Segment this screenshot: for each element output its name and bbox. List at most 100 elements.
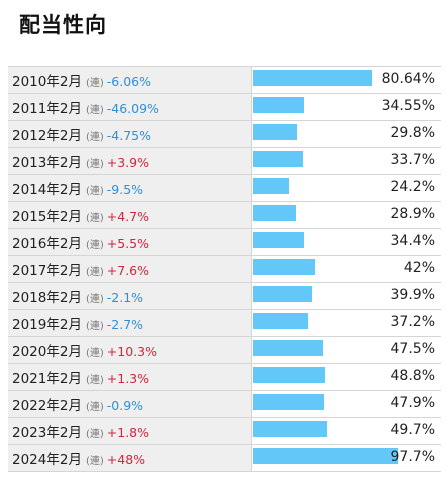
change-percent: -2.7%: [106, 317, 144, 332]
row-label: 2011年2月 (連) -46.09%: [8, 93, 252, 121]
table-row: 2010年2月 (連) -6.06% 80.64%: [8, 66, 441, 94]
value-label: 29.8%: [390, 125, 435, 141]
table-row: 2018年2月 (連) -2.1% 39.9%: [8, 282, 441, 310]
payout-bar: [252, 205, 296, 221]
payout-bar: [252, 70, 372, 86]
bar-cell: 33.7%: [251, 147, 441, 175]
period-label: 2023年2月: [12, 425, 82, 441]
value-label: 97.7%: [390, 449, 435, 465]
consolidated-tag: (連): [85, 186, 104, 197]
payout-bar: [252, 151, 303, 167]
change-percent: +10.3%: [106, 344, 157, 359]
row-label: 2016年2月 (連) +5.5%: [8, 228, 252, 256]
bar-cell: 49.7%: [251, 417, 441, 445]
row-label: 2018年2月 (連) -2.1%: [8, 282, 252, 310]
value-label: 48.8%: [390, 368, 435, 384]
value-label: 49.7%: [390, 422, 435, 438]
row-label: 2010年2月 (連) -6.06%: [8, 66, 252, 94]
period-label: 2012年2月: [12, 128, 82, 144]
change-percent: +3.9%: [106, 155, 149, 170]
consolidated-tag: (連): [85, 321, 104, 332]
period-label: 2017年2月: [12, 263, 82, 279]
consolidated-tag: (連): [85, 240, 104, 251]
period-label: 2015年2月: [12, 209, 82, 225]
bar-cell: 34.4%: [251, 228, 441, 256]
value-label: 33.7%: [390, 152, 435, 168]
bar-cell: 37.2%: [251, 309, 441, 337]
period-label: 2021年2月: [12, 371, 82, 387]
payout-bar: [252, 97, 304, 113]
consolidated-tag: (連): [85, 348, 104, 359]
value-label: 24.2%: [390, 179, 435, 195]
value-label: 47.9%: [390, 395, 435, 411]
table-row: 2014年2月 (連) -9.5% 24.2%: [8, 174, 441, 202]
payout-bar: [252, 313, 308, 329]
row-label: 2019年2月 (連) -2.7%: [8, 309, 252, 337]
payout-bar: [252, 124, 297, 140]
change-percent: -4.75%: [106, 128, 151, 143]
payout-bar: [252, 394, 324, 410]
period-label: 2022年2月: [12, 398, 82, 414]
change-percent: +1.8%: [106, 425, 149, 440]
value-label: 28.9%: [390, 206, 435, 222]
change-percent: +1.3%: [106, 371, 149, 386]
value-label: 47.5%: [390, 341, 435, 357]
bar-cell: 97.7%: [251, 444, 441, 472]
row-label: 2023年2月 (連) +1.8%: [8, 417, 252, 445]
change-percent: +48%: [106, 452, 146, 467]
bar-cell: 28.9%: [251, 201, 441, 229]
change-percent: -9.5%: [106, 182, 144, 197]
value-label: 34.55%: [381, 98, 435, 114]
table-row: 2012年2月 (連) -4.75% 29.8%: [8, 120, 441, 148]
payout-ratio-table: 2010年2月 (連) -6.06% 80.64% 2011年2月 (連) -46.09% 3…: [8, 66, 441, 472]
consolidated-tag: (連): [85, 105, 104, 116]
period-label: 2024年2月: [12, 452, 82, 468]
bar-cell: 24.2%: [251, 174, 441, 202]
period-label: 2018年2月: [12, 290, 82, 306]
row-label: 2015年2月 (連) +4.7%: [8, 201, 252, 229]
table-row: 2021年2月 (連) +1.3% 48.8%: [8, 363, 441, 391]
table-row: 2019年2月 (連) -2.7% 37.2%: [8, 309, 441, 337]
bar-cell: 48.8%: [251, 363, 441, 391]
change-percent: +7.6%: [106, 263, 149, 278]
bar-cell: 34.55%: [251, 93, 441, 121]
period-label: 2010年2月: [12, 74, 82, 90]
period-label: 2013年2月: [12, 155, 82, 171]
consolidated-tag: (連): [85, 402, 104, 413]
period-label: 2016年2月: [12, 236, 82, 252]
consolidated-tag: (連): [85, 429, 104, 440]
payout-bar: [252, 367, 325, 383]
bar-cell: 47.9%: [251, 390, 441, 418]
row-label: 2013年2月 (連) +3.9%: [8, 147, 252, 175]
period-label: 2020年2月: [12, 344, 82, 360]
table-row: 2017年2月 (連) +7.6% 42%: [8, 255, 441, 283]
consolidated-tag: (連): [85, 375, 104, 386]
change-percent: -6.06%: [106, 74, 151, 89]
change-percent: -2.1%: [106, 290, 144, 305]
value-label: 34.4%: [390, 233, 435, 249]
value-label: 42%: [403, 260, 435, 276]
change-percent: +4.7%: [106, 209, 149, 224]
page-title: 配当性向: [19, 13, 107, 37]
table-row: 2020年2月 (連) +10.3% 47.5%: [8, 336, 441, 364]
change-percent: -0.9%: [106, 398, 144, 413]
row-label: 2017年2月 (連) +7.6%: [8, 255, 252, 283]
row-label: 2021年2月 (連) +1.3%: [8, 363, 252, 391]
consolidated-tag: (連): [85, 78, 104, 89]
table-row: 2015年2月 (連) +4.7% 28.9%: [8, 201, 441, 229]
table-row: 2023年2月 (連) +1.8% 49.7%: [8, 417, 441, 445]
period-label: 2019年2月: [12, 317, 82, 333]
payout-bar: [252, 259, 315, 275]
value-label: 39.9%: [390, 287, 435, 303]
payout-bar: [252, 178, 289, 194]
change-percent: -46.09%: [106, 101, 159, 116]
row-label: 2012年2月 (連) -4.75%: [8, 120, 252, 148]
value-label: 80.64%: [381, 71, 435, 87]
period-label: 2014年2月: [12, 182, 82, 198]
payout-bar: [252, 448, 398, 464]
bar-cell: 42%: [251, 255, 441, 283]
bar-cell: 39.9%: [251, 282, 441, 310]
consolidated-tag: (連): [85, 267, 104, 278]
table-row: 2013年2月 (連) +3.9% 33.7%: [8, 147, 441, 175]
row-label: 2022年2月 (連) -0.9%: [8, 390, 252, 418]
